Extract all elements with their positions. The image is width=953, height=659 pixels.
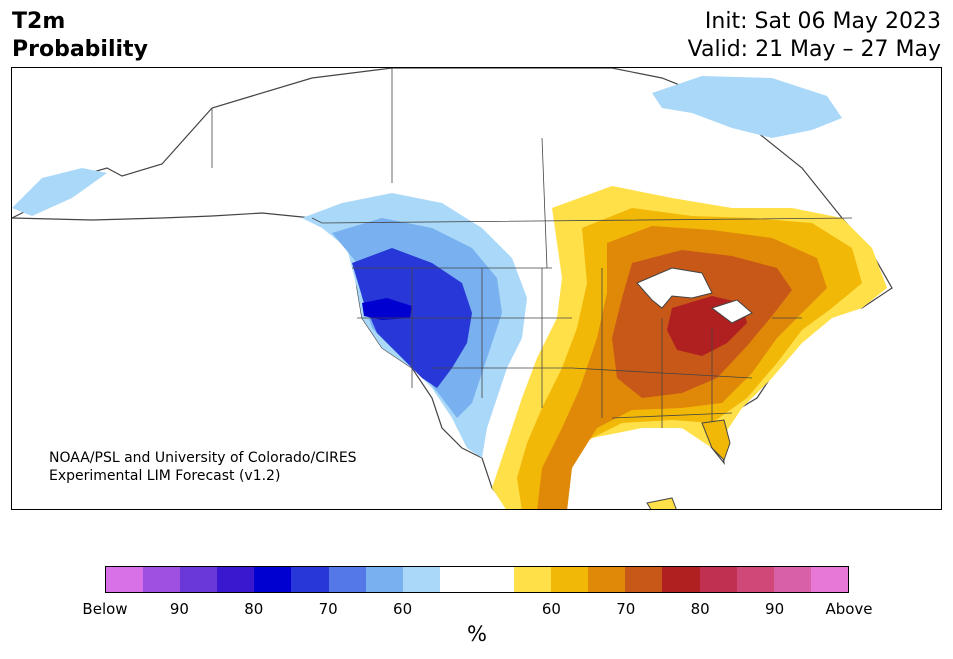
title-line-2: Probability	[12, 37, 148, 62]
colorbar-segment	[514, 567, 552, 592]
colorbar-segment	[217, 567, 255, 592]
colorbar-segment	[736, 567, 774, 592]
title-line-1: T2m	[12, 9, 66, 34]
below-90-area	[362, 298, 412, 320]
colorbar-tick-label: 80	[244, 600, 264, 618]
colorbar-tick-label: 70	[318, 600, 338, 618]
colorbar-segment	[439, 567, 477, 592]
forecast-map	[12, 68, 893, 509]
map-panel	[11, 67, 942, 510]
credit-line-2: Experimental LIM Forecast (v1.2)	[49, 468, 281, 484]
colorbar-segment	[143, 567, 181, 592]
colorbar-segment	[699, 567, 737, 592]
colorbar-segment	[810, 567, 848, 592]
hudson-bay-below-area	[652, 76, 842, 138]
colorbar-tick-label: Above	[825, 600, 873, 618]
colorbar-segment	[551, 567, 589, 592]
credit-text: NOAA/PSL and University of Colorado/CIRE…	[49, 449, 357, 485]
colorbar-tick-label: Below	[82, 600, 128, 618]
great-lakes	[636, 267, 753, 324]
colorbar-segment	[402, 567, 440, 592]
political-boundaries	[211, 68, 853, 428]
colorbar-segment	[365, 567, 403, 592]
colorbar-segment	[625, 567, 663, 592]
colorbar-segment	[328, 567, 366, 592]
colorbar-tick-label: 60	[541, 600, 561, 618]
colorbar-segment	[291, 567, 329, 592]
colorbar-segment	[106, 567, 144, 592]
florida-peninsula	[701, 419, 731, 461]
colorbar-unit: %	[467, 622, 487, 646]
init-date: Init: Sat 06 May 2023	[704, 9, 941, 34]
forecast-dates: Init: Sat 06 May 2023 Valid: 21 May – 27…	[688, 8, 941, 64]
colorbar-segment	[254, 567, 292, 592]
colorbar-tick-label: 60	[393, 600, 413, 618]
map-title: T2m Probability	[12, 8, 148, 64]
valid-date: Valid: 21 May – 27 May	[687, 37, 941, 62]
credit-line-1: NOAA/PSL and University of Colorado/CIRE…	[49, 450, 357, 466]
colorbar-tick-label: 70	[616, 600, 636, 618]
colorbar-segment	[476, 567, 515, 592]
colorbar-tick-label: 80	[690, 600, 710, 618]
colorbar-segment	[773, 567, 811, 592]
cuba	[646, 497, 677, 509]
colorbar-tick-label: 90	[765, 600, 785, 618]
colorbar-segment	[180, 567, 218, 592]
colorbar	[105, 566, 849, 593]
colorbar-segment	[588, 567, 626, 592]
colorbar-tick-label: 90	[169, 600, 189, 618]
alaska-below-area	[12, 168, 107, 216]
colorbar-segment	[662, 567, 700, 592]
